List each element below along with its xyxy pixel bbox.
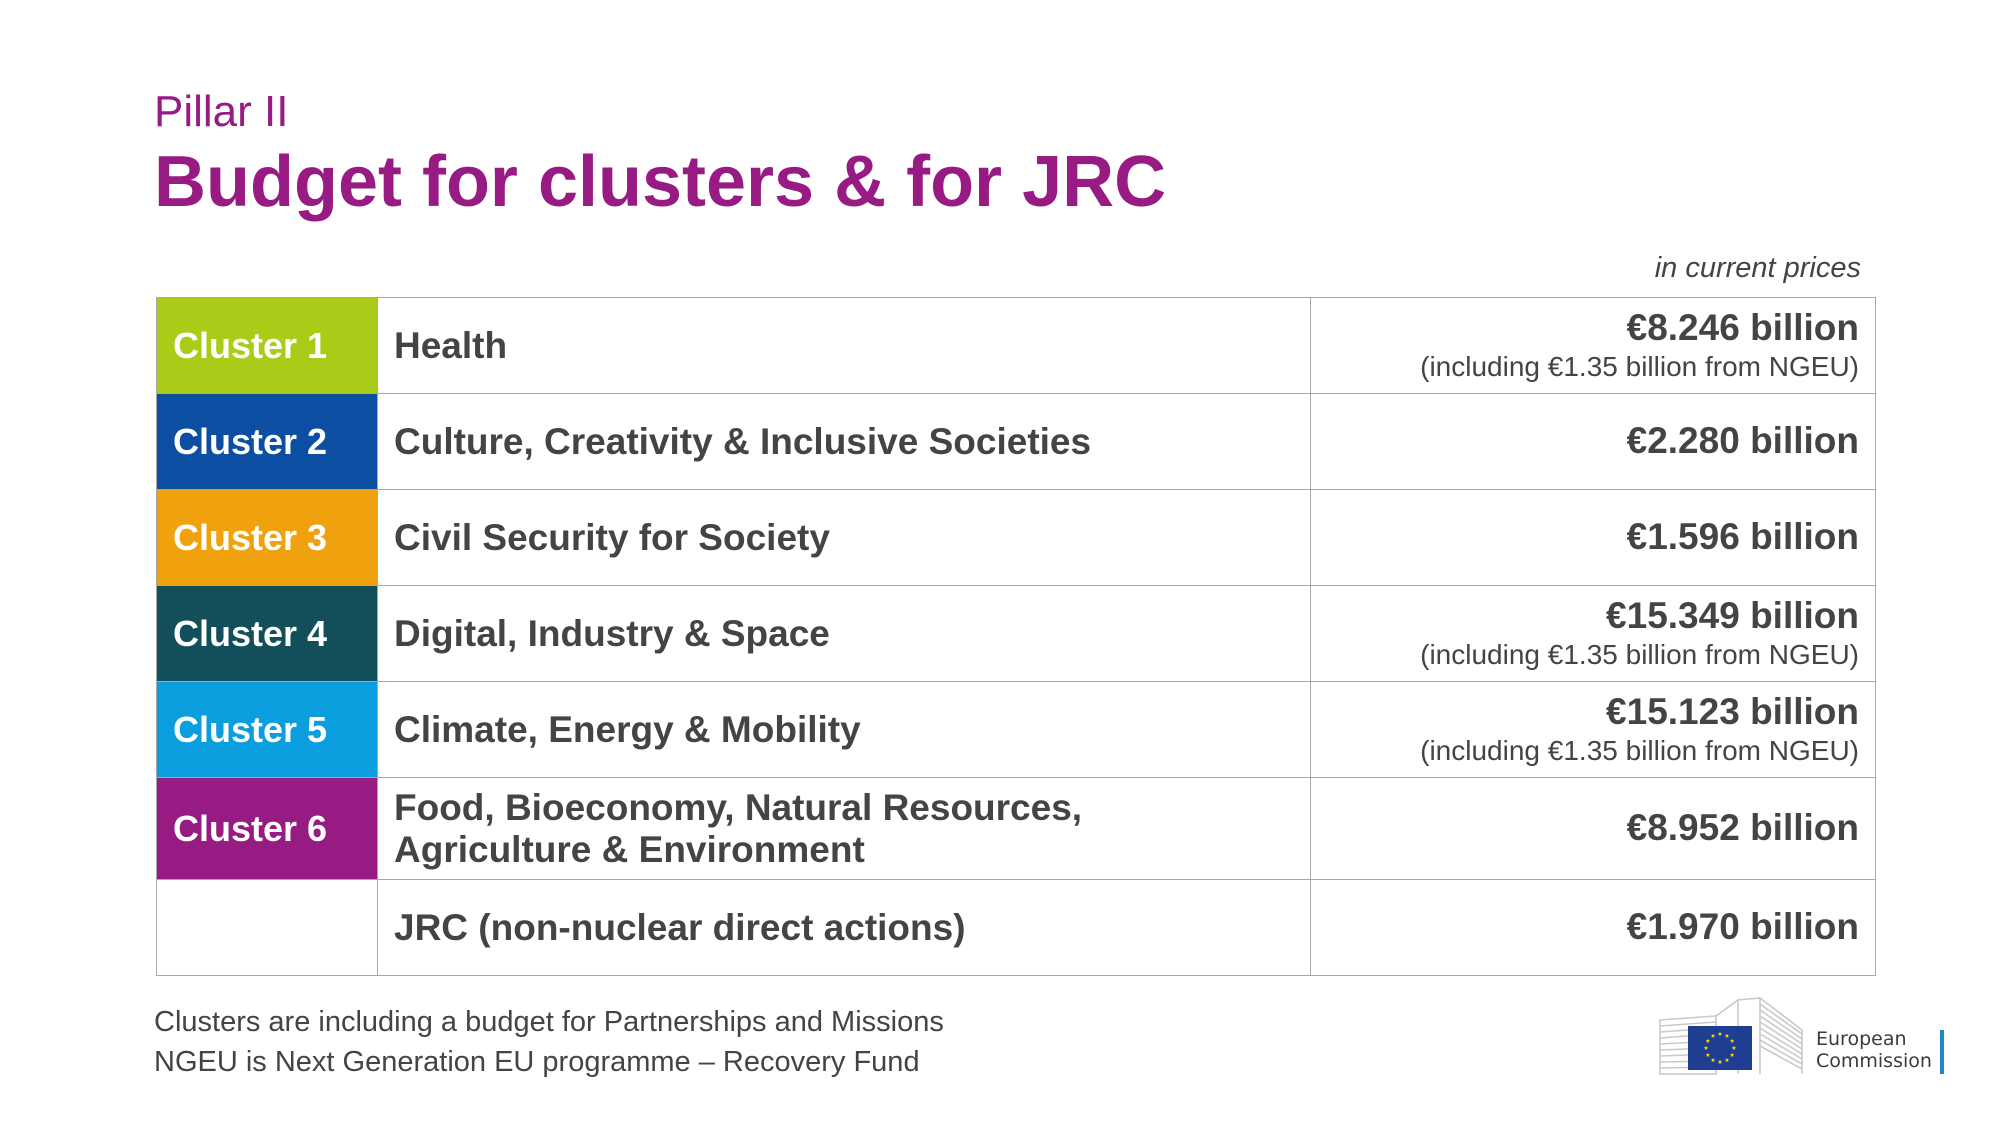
budget-amount: €15.349 billion [1606, 595, 1859, 637]
eu-star-icon [1705, 1052, 1711, 1057]
cluster-label: Cluster 4 [156, 585, 378, 682]
ngeu-note: (including €1.35 billion from NGEU) [1420, 734, 1859, 766]
table-row: Cluster 4 Digital, Industry & Space €15.… [156, 585, 1876, 682]
table-row: Cluster 6 Food, Bioeconomy, Natural Reso… [156, 777, 1876, 880]
cluster-description: Digital, Industry & Space [377, 585, 1311, 682]
cluster-label: Cluster 2 [156, 393, 378, 490]
amount-cell: €1.596 billion [1310, 489, 1876, 586]
budget-table: Cluster 1 Health €8.246 billion (includi… [156, 297, 1876, 976]
eu-flag-stars [1703, 1031, 1737, 1064]
description-line: Food, Bioeconomy, Natural Resources, [394, 787, 1083, 829]
budget-amount: €15.123 billion [1606, 691, 1859, 733]
amount-cell: €1.970 billion [1310, 879, 1876, 976]
european-commission-logo: European Commission [1656, 996, 1946, 1086]
cluster-label: Cluster 5 [156, 681, 378, 778]
cluster-label: Cluster 3 [156, 489, 378, 586]
eu-star-icon [1724, 1057, 1730, 1063]
eu-star-icon [1710, 1033, 1716, 1038]
footnotes: Clusters are including a budget for Part… [154, 1002, 944, 1082]
cluster-description: Culture, Creativity & Inclusive Societie… [377, 393, 1311, 490]
amount-cell: €8.952 billion [1310, 777, 1876, 880]
footnote-ngeu: NGEU is Next Generation EU programme – R… [154, 1046, 920, 1078]
cluster-description: Civil Security for Society [377, 489, 1311, 586]
table-row: Cluster 2 Culture, Creativity & Inclusiv… [156, 393, 1876, 490]
amount-cell: €15.349 billion (including €1.35 billion… [1310, 585, 1876, 682]
cluster-description: Food, Bioeconomy, Natural Resources, Agr… [377, 777, 1311, 880]
european-commission-wordmark: European Commission [1816, 1028, 1932, 1072]
eu-star-icon [1717, 1059, 1723, 1064]
ngeu-note: (including €1.35 billion from NGEU) [1420, 638, 1859, 670]
table-row: Cluster 5 Climate, Energy & Mobility €15… [156, 681, 1876, 778]
cluster-label: Cluster 1 [156, 297, 378, 394]
eu-star-icon [1705, 1038, 1711, 1043]
cluster-description: Health [377, 297, 1311, 394]
logo-accent-bar [1940, 1030, 1944, 1074]
eu-star-icon [1729, 1038, 1735, 1043]
amount-cell: €8.246 billion (including €1.35 billion … [1310, 297, 1876, 394]
eu-star-icon [1731, 1045, 1737, 1050]
ngeu-note: (including €1.35 billion from NGEU) [1420, 350, 1859, 382]
eu-star-icon [1710, 1057, 1716, 1063]
cluster-description: JRC (non-nuclear direct actions) [377, 879, 1311, 976]
footnote-partnerships: Clusters are including a budget for Part… [154, 1006, 944, 1038]
budget-amount: €8.246 billion [1626, 307, 1859, 349]
wordmark-line2: Commission [1816, 1050, 1932, 1072]
berlaymont-building-icon [1659, 997, 1803, 1075]
cluster-label [156, 879, 378, 976]
eu-flag-icon [1688, 1026, 1752, 1070]
eu-star-icon [1703, 1045, 1709, 1050]
wordmark-line1: European [1816, 1028, 1907, 1050]
cluster-description: Climate, Energy & Mobility [377, 681, 1311, 778]
budget-amount: €2.280 billion [1626, 420, 1859, 462]
page-title: Budget for clusters & for JRC [154, 142, 1167, 222]
eu-star-icon [1717, 1031, 1723, 1036]
eu-star-icon [1724, 1033, 1730, 1038]
description-line: Agriculture & Environment [394, 828, 865, 870]
pillar-label: Pillar II [154, 87, 289, 136]
table-row: Cluster 1 Health €8.246 billion (includi… [156, 297, 1876, 394]
cluster-label: Cluster 6 [156, 777, 378, 880]
amount-cell: €15.123 billion (including €1.35 billion… [1310, 681, 1876, 778]
budget-amount: €8.952 billion [1626, 807, 1859, 849]
table-row: JRC (non-nuclear direct actions) €1.970 … [156, 879, 1876, 976]
budget-amount: €1.596 billion [1626, 516, 1859, 558]
table-row: Cluster 3 Civil Security for Society €1.… [156, 489, 1876, 586]
budget-amount: €1.970 billion [1626, 906, 1859, 948]
eu-star-icon [1729, 1052, 1735, 1057]
price-note: in current prices [1654, 252, 1861, 284]
amount-cell: €2.280 billion [1310, 393, 1876, 490]
